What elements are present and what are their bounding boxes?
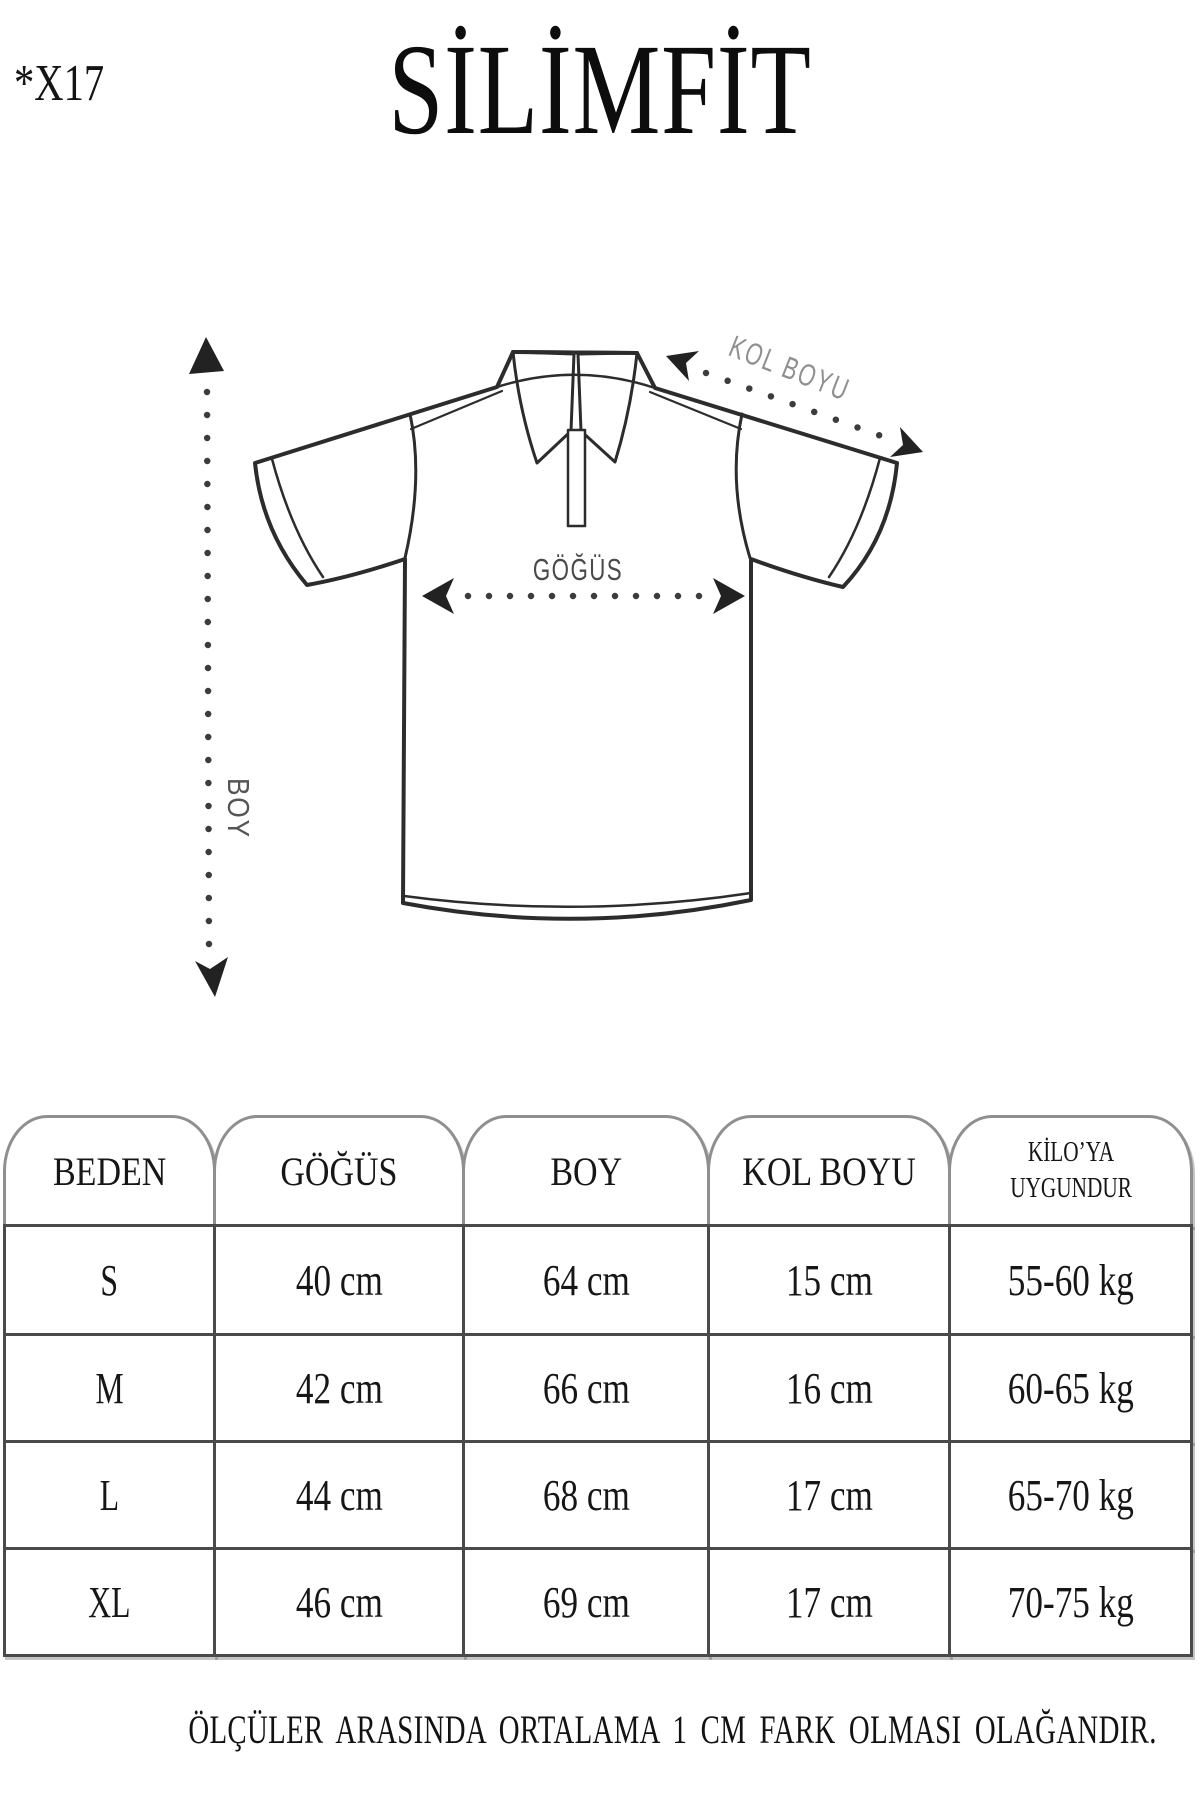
header-beden: BEDEN [3, 1115, 216, 1227]
right-cuff-seam [827, 456, 882, 579]
table-header-row: BEDEN GÖĞÜS BOY KOL BOYU KİLO’YA UYGUNDU… [3, 1115, 1193, 1227]
sleeve-dotted-line [702, 369, 888, 441]
polo-shirt-drawing [253, 350, 899, 921]
chest-cell: 46 cm [213, 1547, 465, 1657]
table-row: M 42 cm 66 cm 16 cm 60-65 kg [3, 1333, 1193, 1443]
collar-back-seam [495, 373, 657, 390]
size-cell: L [3, 1440, 216, 1550]
table-row: S 40 cm 64 cm 15 cm 55-60 kg [3, 1224, 1193, 1336]
size-table: BEDEN GÖĞÜS BOY KOL BOYU KİLO’YA UYGUNDU… [3, 1115, 1193, 1657]
weight-cell: 65-70 kg [948, 1440, 1193, 1550]
header-gogus: GÖĞÜS [213, 1115, 465, 1227]
chest-cell: 44 cm [213, 1440, 465, 1550]
sleeve-cell: 16 cm [707, 1333, 951, 1443]
chest-arrow-right-icon [713, 578, 745, 614]
left-shoulder-seam [409, 389, 504, 431]
length-cell: 69 cm [462, 1547, 710, 1657]
length-dotted-line [203, 388, 213, 952]
sleeve-arrow-downright-icon [890, 427, 923, 457]
tolerance-note-text: ÖLÇÜLER ARASINDA ORTALAMA 1 CM FARK OLMA… [188, 1707, 1157, 1752]
sleeve-arrow-upleft-icon [666, 351, 699, 381]
chest-arrow-left-icon [422, 578, 454, 614]
collar-top-edge [511, 350, 639, 355]
length-measure: BOY [189, 337, 255, 997]
left-cuff-seam [270, 457, 325, 579]
length-cell: 68 cm [462, 1440, 710, 1550]
sleeve-cell: 17 cm [707, 1440, 951, 1550]
chest-measure: GÖĞÜS [422, 551, 745, 614]
left-armhole-seam [403, 412, 418, 560]
right-shoulder-seam [648, 390, 743, 431]
table-row: L 44 cm 68 cm 17 cm 65-70 kg [3, 1440, 1193, 1550]
header-kiloya-uygundur: KİLO’YA UYGUNDUR [948, 1115, 1193, 1227]
size-cell: XL [3, 1547, 216, 1657]
sleeve-label: KOL BOYU [724, 329, 855, 408]
page-title: SİLİMFİT [388, 18, 812, 162]
chest-cell: 42 cm [213, 1333, 465, 1443]
product-code: *X17 [14, 55, 105, 112]
weight-cell: 60-65 kg [948, 1333, 1193, 1443]
weight-cell: 55-60 kg [948, 1224, 1193, 1336]
size-cell: M [3, 1333, 216, 1443]
tolerance-note: ÖLÇÜLER ARASINDA ORTALAMA 1 CM FARK OLMA… [0, 1706, 1200, 1753]
header-kol-boyu: KOL BOYU [707, 1115, 951, 1227]
length-cell: 64 cm [462, 1224, 710, 1336]
length-arrow-down-icon [195, 957, 228, 997]
length-cell: 66 cm [462, 1333, 710, 1443]
sleeve-cell: 15 cm [707, 1224, 951, 1336]
right-armhole-seam [734, 412, 752, 560]
header-boy: BOY [462, 1115, 710, 1227]
chest-cell: 40 cm [213, 1224, 465, 1336]
placket [566, 428, 587, 528]
size-cell: S [3, 1224, 216, 1336]
length-label: BOY [220, 778, 254, 839]
hem-seam [402, 891, 753, 909]
weight-cell: 70-75 kg [948, 1547, 1193, 1657]
chest-label: GÖĞÜS [533, 551, 623, 587]
length-arrow-up-icon [189, 337, 224, 374]
sleeve-cell: 17 cm [707, 1547, 951, 1657]
table-row: XL 46 cm 69 cm 17 cm 70-75 kg [3, 1547, 1193, 1657]
